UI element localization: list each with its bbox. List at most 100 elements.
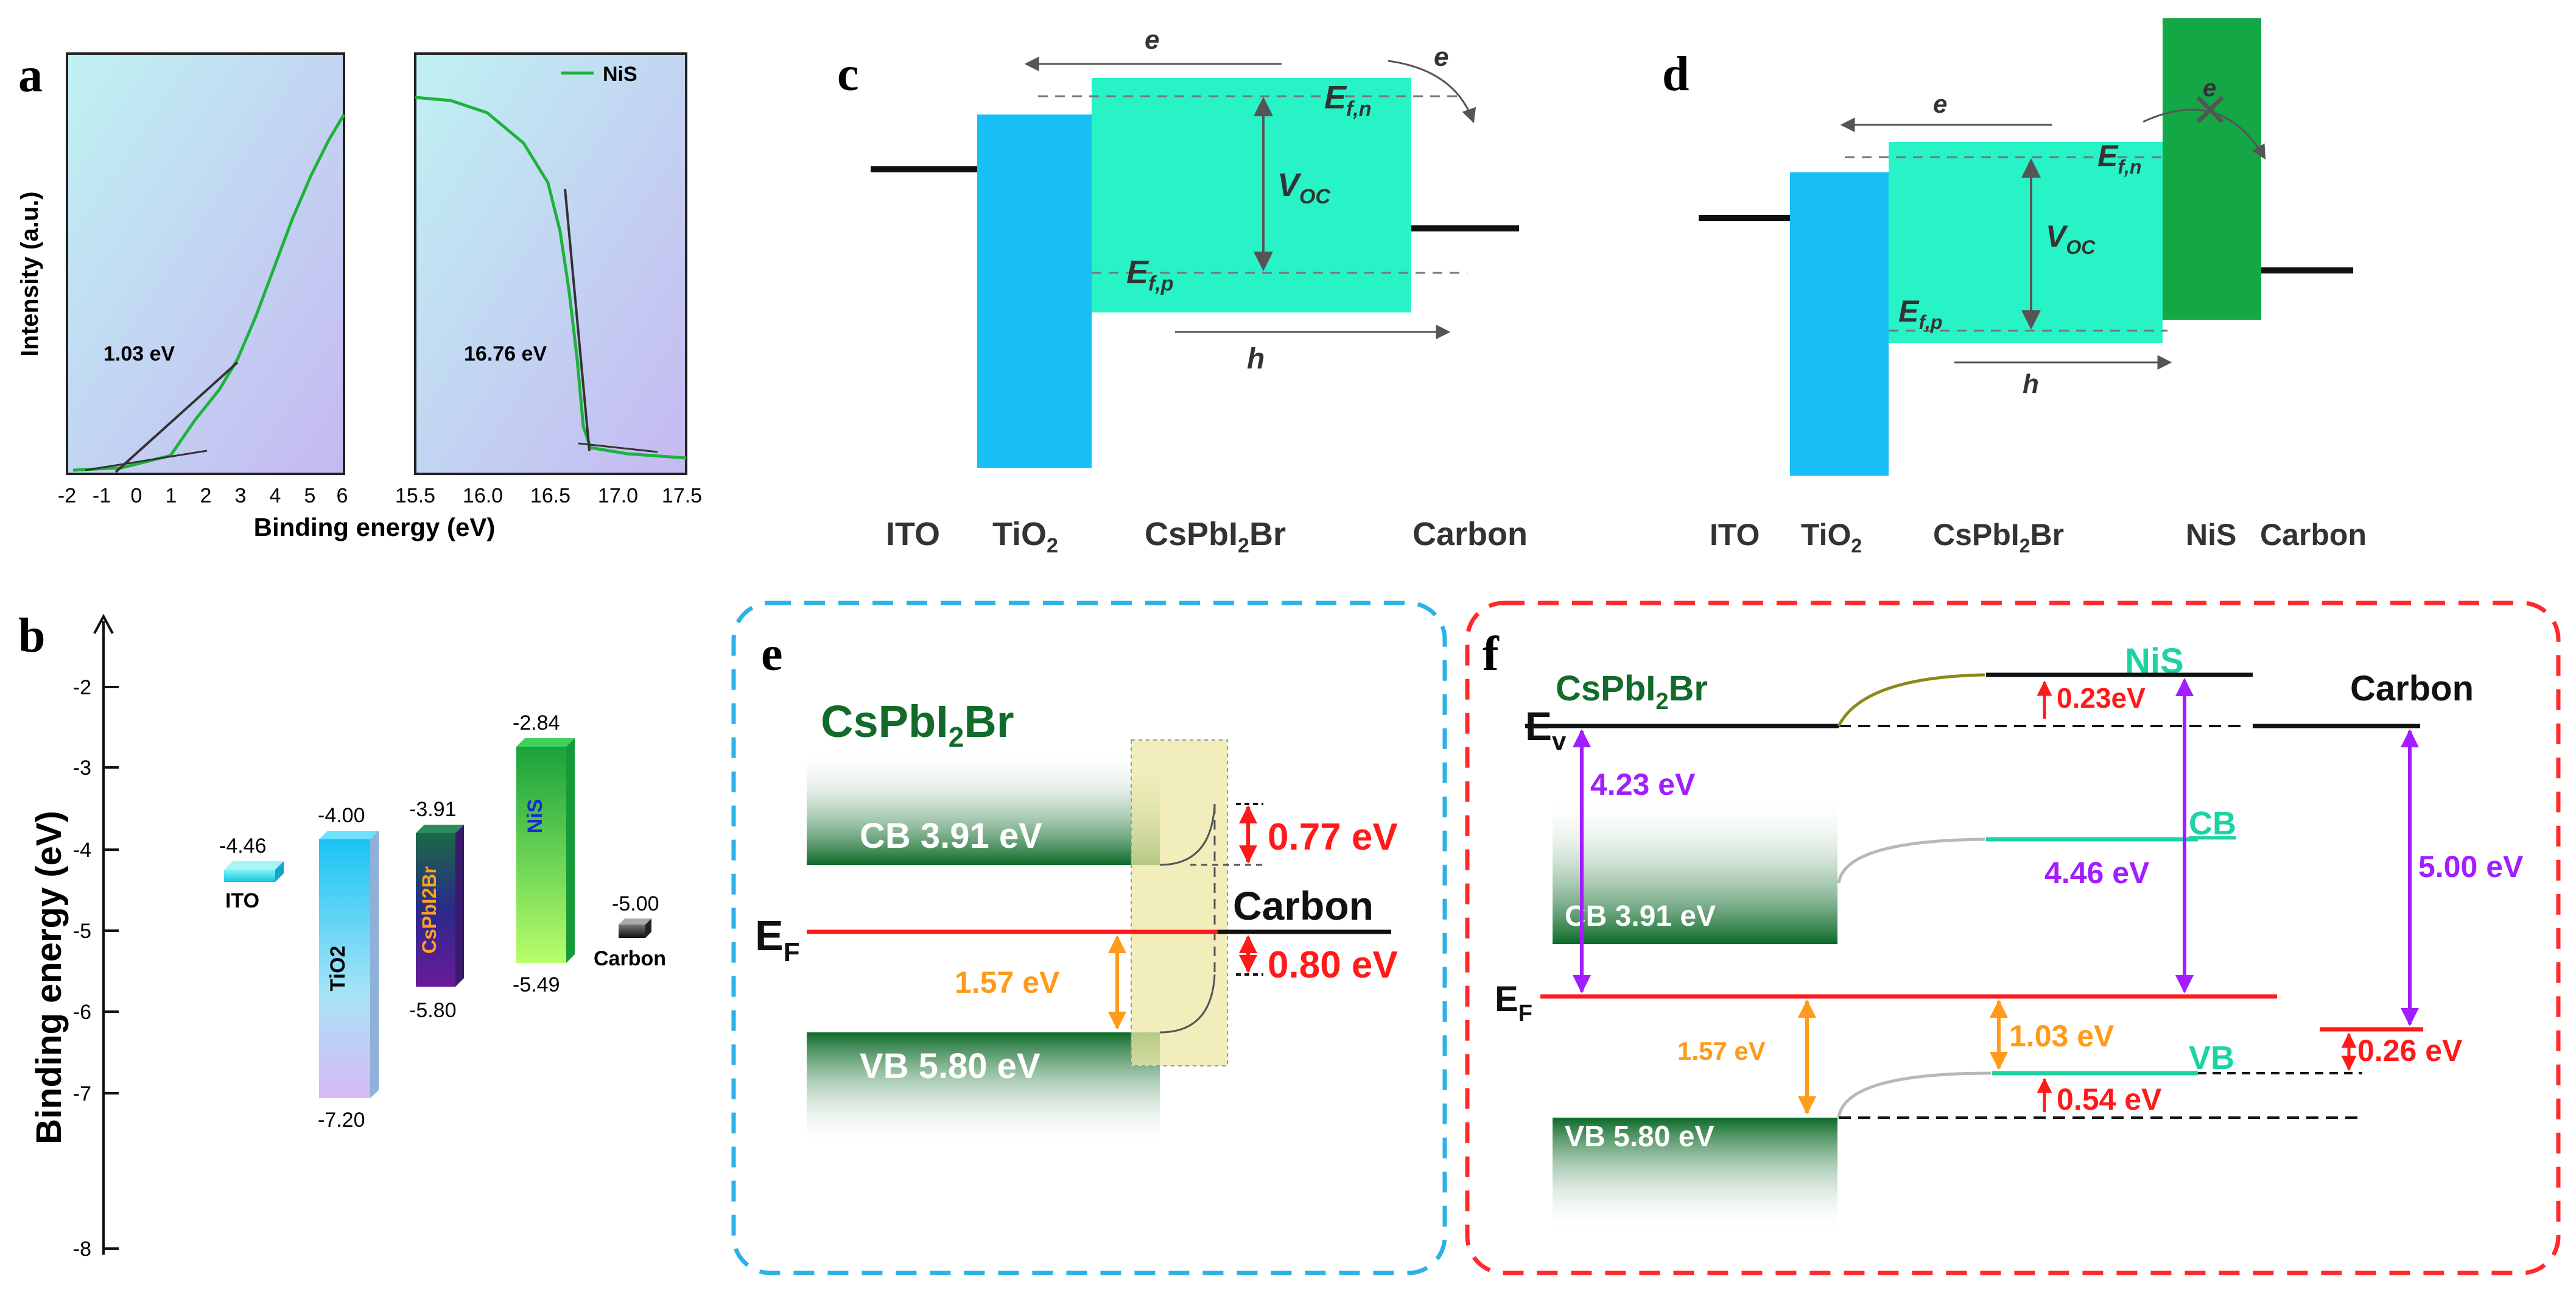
vb-bend (1837, 1071, 1992, 1118)
plot-a-left-ticks: -2 -1 0 1 2 3 4 5 6 (58, 484, 348, 507)
label-tio2: TiO2 (992, 516, 1058, 557)
nis-block (2163, 18, 2261, 320)
panel-a-letter: a (18, 49, 43, 102)
electron-label: e (1145, 25, 1159, 55)
gap-bottom-label: 0.80 eV (1268, 944, 1398, 986)
plot-a-right-baseline (578, 442, 658, 453)
electron-curve-arrow (1388, 60, 1476, 124)
panel-a-xlabel: Binding energy (eV) (254, 513, 496, 541)
plot-a-left-baseline (85, 449, 208, 471)
gap-top-label: 0.77 eV (1268, 816, 1398, 858)
blocked-electron-label: e (2203, 75, 2216, 102)
bar-nis-bottom: -5.49 (513, 973, 560, 996)
tick-label: 17.5 (662, 484, 702, 507)
depletion-region (1131, 739, 1228, 1066)
bar-carbon-label: Carbon (594, 947, 666, 970)
panel-c: c VOC Ef,n Ef,p e e h ITO TiO2 CsPbI2Br … (837, 25, 1528, 557)
bar-ito-top: -4.46 (219, 834, 267, 858)
label-ito: ITO (886, 516, 940, 552)
cb-bending (1159, 803, 1216, 866)
electron-label: e (1933, 90, 1947, 118)
bar-carbon-top: -5.00 (612, 892, 659, 915)
d054-label: 0.54 eV (2057, 1082, 2162, 1116)
tick-label: -2 (58, 484, 76, 507)
ytick-label: -3 (73, 756, 91, 780)
panel-e-letter: e (761, 627, 783, 681)
panel-f-cspbi2br: CsPbI2Br (1556, 669, 1708, 714)
panel-d: d VOC Ef,n Ef,p e e h ITO TiO2 CsPbI2Br … (1662, 18, 2367, 557)
d023-label: 0.23eV (2057, 682, 2146, 714)
tick-label: 16.5 (530, 484, 570, 507)
label-ito: ITO (1710, 518, 1760, 552)
carbon-label: Carbon (1233, 883, 1374, 928)
voc-label: VOC (2046, 219, 2096, 258)
label-tio2: TiO2 (1801, 518, 1862, 557)
voc-label: VOC (1277, 167, 1330, 208)
panel-f-frame (1465, 601, 2561, 1275)
cb-band (807, 749, 1160, 865)
ytick-label: -8 (73, 1238, 91, 1261)
label-nis: NiS (2186, 518, 2236, 552)
blocked-cross-icon (2196, 96, 2224, 124)
plot-a-right-annotation: 16.76 eV (464, 342, 547, 365)
ytick-label: -4 (73, 839, 91, 862)
ef-label: EF (1495, 979, 1532, 1026)
cb-left-label: CB 3.91 eV (1565, 900, 1716, 932)
bar-tio2-top: -4.00 (318, 804, 365, 827)
efn-label: Ef,n (2097, 139, 2141, 178)
panel-e: e CsPbI2Br CB 3.91 eV VB 5.80 eV EF Carb… (731, 601, 1447, 1275)
panel-a: a Intensity (a.u.) 1.03 eV -2 -1 0 1 2 3… (16, 49, 702, 541)
tick-label: 6 (337, 484, 348, 507)
label-cspbi2br: CsPbI2Br (1933, 518, 2064, 557)
panel-b-axis-arrow (93, 613, 114, 634)
panel-b: b Binding energy (eV) -2 -3 -4 -5 -6 -7 … (18, 609, 666, 1261)
bar-nis: -2.84 -5.49 NiS (513, 711, 575, 996)
bar-nis-top: -2.84 (513, 711, 560, 735)
tick-label: 2 (200, 484, 212, 507)
tick-label: -1 (93, 484, 111, 507)
panel-b-ylabel: Binding energy (eV) (29, 811, 69, 1144)
legend-label: NiS (603, 63, 637, 86)
efp-label: Ef,p (1898, 294, 1942, 333)
plot-a-right-frame (414, 52, 687, 475)
efp-label: Ef,p (1126, 254, 1174, 295)
tick-label: 5 (304, 484, 316, 507)
d026-label: 0.26 eV (2357, 1034, 2463, 1068)
panel-d-letter: d (1662, 48, 1690, 101)
orange-gap-label: 1.57 eV (955, 965, 1060, 999)
vb-band-left (1553, 1118, 1837, 1233)
tick-label: 1 (166, 484, 177, 507)
panel-e-frame (731, 601, 1447, 1275)
gap-103-label: 1.03 eV (2009, 1019, 2114, 1053)
cb-bend (1837, 837, 1985, 884)
bar-ito: -4.46 ITO (219, 834, 284, 912)
cb-label: CB (2189, 805, 2236, 842)
panel-c-letter: c (837, 48, 859, 101)
ytick-label: -6 (73, 1001, 91, 1024)
vb-left-label: VB 5.80 eV (1565, 1121, 1714, 1153)
bar-nis-label: NiS (524, 799, 547, 834)
ef-label: EF (755, 912, 800, 967)
wf-500-label: 5.00 eV (2418, 850, 2524, 884)
tio2-block (977, 115, 1092, 468)
wf-446-label: 4.46 eV (2044, 856, 2150, 890)
cb-label: CB 3.91 eV (860, 816, 1042, 856)
hole-label: h (1247, 343, 1265, 375)
bar-tio2: -4.00 -7.20 TiO2 (318, 804, 379, 1132)
plot-a-right-ticks: 15.5 16.0 16.5 17.0 17.5 (395, 484, 702, 507)
bar-ito-label: ITO (225, 889, 259, 912)
ytick-label: -7 (73, 1082, 91, 1105)
tick-label: 15.5 (395, 484, 435, 507)
label-cspbi2br: CsPbI2Br (1145, 516, 1286, 557)
vb-label: VB 5.80 eV (860, 1046, 1041, 1086)
wf-423-label: 4.23 eV (1590, 767, 1696, 802)
bar-cspbi2br: -3.91 -5.80 CsPbI2Br (409, 798, 464, 1022)
bar-tio2-label: TiO2 (326, 946, 349, 992)
panel-f-carbon: Carbon (2350, 669, 2474, 708)
bar-carbon: -5.00 Carbon (594, 892, 666, 970)
panel-f-letter: f (1483, 627, 1500, 681)
label-carbon: Carbon (1413, 516, 1528, 552)
plot-a-right-fit-line (564, 188, 591, 451)
bar-cspbi2br-top: -3.91 (409, 798, 457, 821)
